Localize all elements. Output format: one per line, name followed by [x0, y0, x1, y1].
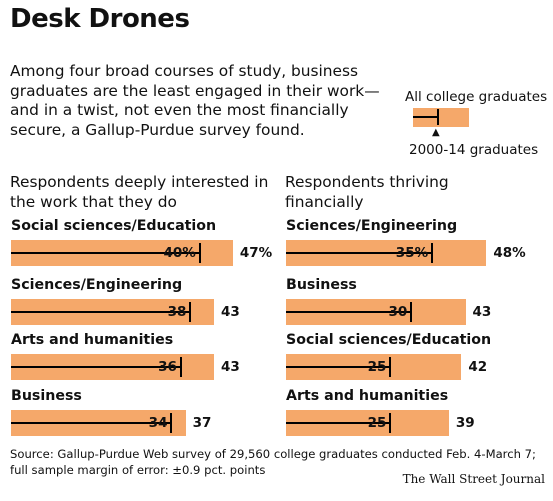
legend-recent-tick — [437, 109, 439, 125]
tick-recent-graduates — [170, 413, 173, 433]
category-label: Social sciences/Education — [11, 218, 217, 234]
category-label: Sciences/Engineering — [286, 218, 458, 234]
value-label-recent: 40% — [163, 245, 196, 261]
tick-recent-graduates — [179, 357, 182, 377]
value-label-all: 42 — [468, 359, 488, 375]
category-label: Arts and humanities — [11, 332, 174, 348]
legend-arrow-icon: ▲ — [432, 127, 440, 138]
value-label-all: 43 — [220, 304, 240, 320]
tick-recent-graduates — [389, 357, 392, 377]
line-recent-graduates — [11, 252, 200, 254]
left-chart-title: Respondents deeply interested in the wor… — [10, 173, 269, 211]
line-recent-graduates — [11, 311, 191, 313]
intro-text: Among four broad courses of study, busin… — [10, 62, 380, 139]
value-label-all: 39 — [455, 415, 475, 431]
value-label-all: 37 — [192, 415, 212, 431]
category-label: Arts and humanities — [286, 388, 449, 404]
value-label-recent: 36 — [158, 359, 177, 375]
legend-all-label: All college graduates — [405, 89, 548, 105]
legend-recent-line — [413, 116, 438, 118]
line-recent-graduates — [286, 366, 391, 368]
legend-recent-label: 2000-14 graduates — [409, 142, 539, 158]
value-label-recent: 35% — [395, 245, 429, 261]
value-label-recent: 30 — [388, 304, 408, 320]
category-label: Business — [286, 277, 357, 293]
value-label-recent: 25 — [367, 415, 387, 431]
tick-recent-graduates — [189, 302, 192, 322]
tick-recent-graduates — [389, 413, 392, 433]
category-label: Sciences/Engineering — [11, 277, 183, 293]
tick-recent-graduates — [431, 243, 434, 263]
value-label-all: 47% — [239, 245, 273, 261]
value-label-recent: 25 — [367, 359, 387, 375]
tick-recent-graduates — [198, 243, 201, 263]
line-recent-graduates — [286, 422, 391, 424]
line-recent-graduates — [286, 252, 433, 254]
source-note: Source: Gallup-Purdue Web survey of 29,5… — [10, 447, 536, 477]
tick-recent-graduates — [410, 302, 413, 322]
category-label: Social sciences/Education — [286, 332, 492, 348]
value-label-all: 43 — [220, 359, 240, 375]
right-chart-title: Respondents thriving financially — [285, 173, 449, 211]
chart-title: Desk Drones — [10, 4, 190, 34]
line-recent-graduates — [286, 311, 412, 313]
legend-all-swatch — [413, 108, 469, 127]
value-label-all: 43 — [472, 304, 492, 320]
line-recent-graduates — [11, 422, 172, 424]
value-label-all: 48% — [493, 245, 526, 261]
value-label-recent: 34 — [148, 415, 168, 431]
line-recent-graduates — [11, 366, 181, 368]
value-label-recent: 38 — [167, 304, 187, 320]
publisher-credit: The Wall Street Journal — [402, 472, 545, 486]
category-label: Business — [11, 388, 82, 404]
